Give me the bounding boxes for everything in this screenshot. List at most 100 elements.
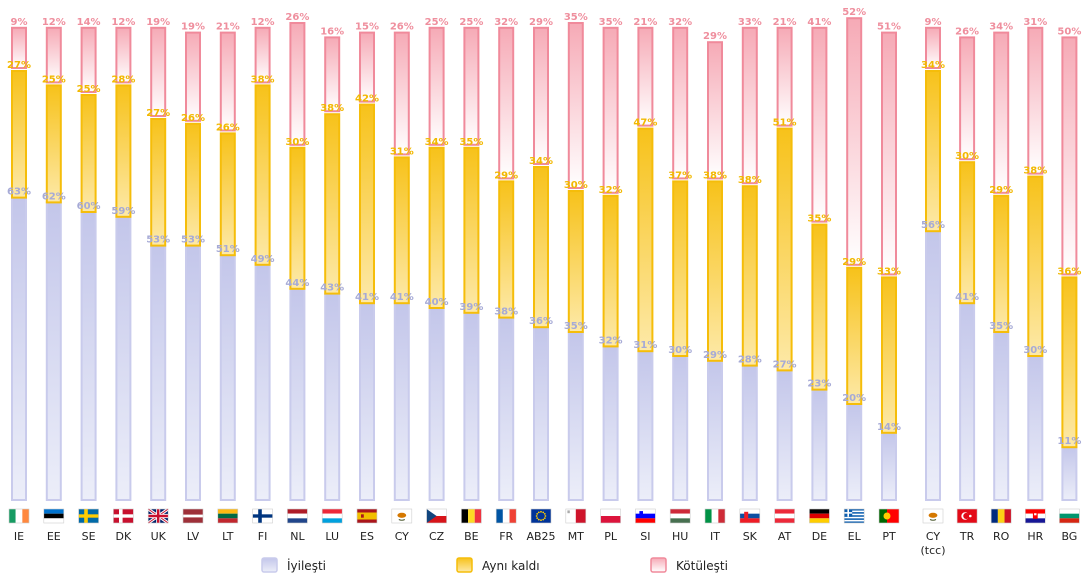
category-label: UK [151, 530, 167, 543]
value-label-same: 27% [7, 60, 31, 71]
flag-si-icon [635, 508, 656, 524]
value-label-worse: 14% [77, 17, 101, 28]
flag-lu-icon [321, 508, 343, 524]
value-label-worse: 15% [355, 22, 379, 33]
bar-improved-cz [428, 307, 445, 501]
value-label-improved: 23% [807, 379, 831, 390]
bar-same-ro [993, 194, 1010, 333]
category-label: AT [778, 530, 792, 543]
category-label: DE [812, 530, 827, 543]
value-label-same: 34% [529, 156, 553, 167]
bar-improved-ab25 [533, 326, 549, 502]
value-label-improved: 53% [181, 235, 205, 246]
value-label-same: 31% [390, 146, 414, 157]
flag-hr-icon [1025, 508, 1046, 524]
flag-el-icon [843, 508, 865, 524]
bar-improved-el [846, 403, 863, 501]
bar-worse-pt [881, 31, 897, 276]
value-label-same: 28% [111, 74, 135, 85]
category-label: CZ [429, 530, 445, 543]
value-label-worse: 52% [842, 7, 866, 18]
value-label-improved: 35% [989, 321, 1013, 332]
bar-same-tr [959, 161, 976, 305]
category-label: BE [464, 530, 479, 543]
bar-improved-lt [219, 254, 236, 501]
flag-bg-icon [1059, 508, 1080, 524]
bar-improved-sk [741, 364, 758, 501]
category-label: HR [1027, 530, 1043, 543]
flag-cy-icon [391, 508, 413, 524]
bar-same-de [811, 223, 828, 391]
value-label-worse: 21% [633, 17, 657, 28]
bar-same-lt [219, 132, 236, 257]
legend-swatch-same [456, 557, 473, 573]
bar-improved-it [707, 359, 723, 501]
flag-nl-icon [287, 508, 308, 524]
value-label-same: 32% [599, 185, 623, 196]
bar-improved-ie [11, 196, 27, 501]
bar-same-es [359, 103, 375, 305]
value-label-same: 36% [1057, 266, 1081, 277]
bar-improved-pl [602, 345, 619, 501]
bar-improved-lu [324, 292, 341, 501]
bar-improved-cy [393, 302, 410, 502]
bar-worse-fi [254, 26, 271, 84]
bar-same-uk [150, 118, 167, 247]
value-label-worse: 41% [807, 17, 831, 28]
bar-worse-lv [185, 31, 201, 122]
category-label: CY [395, 530, 409, 543]
value-label-same: 30% [285, 137, 309, 148]
value-label-same: 25% [42, 74, 66, 85]
value-label-same: 26% [181, 113, 205, 124]
bar-improved-mt [567, 331, 584, 501]
flag-ee-icon [43, 508, 65, 524]
value-label-improved: 20% [842, 393, 866, 404]
bar-worse-uk [150, 26, 167, 117]
value-label-same: 29% [842, 257, 866, 268]
bar-improved-es [359, 302, 375, 502]
bar-worse-be [463, 26, 480, 146]
value-label-same: 38% [320, 103, 344, 114]
legend: İyileşti Aynı kaldı Kötüleşti [261, 557, 728, 573]
bar-worse-hr [1027, 26, 1044, 175]
value-label-worse: 29% [703, 31, 727, 42]
flag-de-icon [809, 508, 830, 524]
bar-worse-ro [993, 31, 1010, 194]
flag-fr-icon [495, 508, 517, 524]
bar-improved-hu [672, 355, 689, 501]
bar-improved-be [463, 311, 480, 501]
bar-worse-ie [11, 26, 27, 69]
flag-cy-icon [922, 508, 944, 524]
value-label-improved: 30% [1023, 345, 1047, 356]
bar-worse-nl [289, 22, 306, 146]
flag-mt-icon [565, 508, 587, 524]
value-label-improved: 30% [668, 345, 692, 356]
category-label: SI [640, 530, 650, 543]
value-label-same: 26% [216, 122, 240, 133]
value-label-worse: 32% [668, 17, 692, 28]
bar-worse-bg [1061, 36, 1078, 276]
bar-same-at [776, 127, 793, 372]
value-label-same: 38% [738, 175, 762, 186]
bar-worse-tr [959, 36, 976, 161]
bar-worse-at [776, 26, 793, 127]
bar-improved-tr [959, 302, 976, 502]
value-label-worse: 21% [216, 22, 240, 33]
value-label-improved: 11% [1057, 436, 1081, 447]
category-label: SE [82, 530, 96, 543]
value-label-improved: 39% [459, 302, 483, 313]
category-label: MT [568, 530, 584, 543]
value-label-same: 37% [668, 170, 692, 181]
value-label-improved: 27% [773, 359, 797, 370]
bar-improved-cy-tcc- [925, 230, 941, 501]
value-label-same: 34% [921, 60, 945, 71]
value-label-improved: 51% [216, 244, 240, 255]
bar-improved-pt [881, 431, 897, 501]
flag-it-icon [704, 508, 726, 524]
value-label-worse: 25% [459, 17, 483, 28]
legend-label-same: Aynı kaldı [482, 559, 540, 573]
bar-worse-de [811, 26, 828, 223]
value-label-improved: 31% [633, 340, 657, 351]
legend-swatch-improved [261, 557, 278, 573]
bar-improved-uk [150, 244, 167, 501]
